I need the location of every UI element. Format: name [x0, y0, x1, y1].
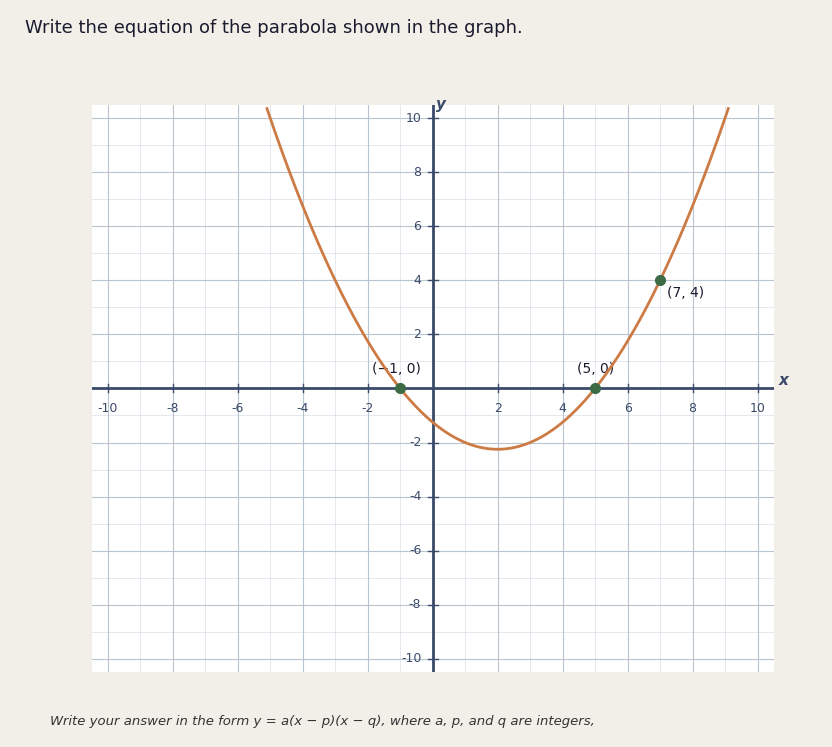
Text: Write your answer in the form y = a(x − p)(x − q), where a, p, and q are integer: Write your answer in the form y = a(x − … — [50, 716, 595, 728]
Text: -8: -8 — [166, 402, 179, 415]
Text: 6: 6 — [624, 402, 631, 415]
Text: Write the equation of the parabola shown in the graph.: Write the equation of the parabola shown… — [25, 19, 522, 37]
Text: -4: -4 — [296, 402, 309, 415]
Text: -2: -2 — [409, 436, 421, 449]
Text: -10: -10 — [97, 402, 118, 415]
Text: -2: -2 — [361, 402, 374, 415]
Text: 2: 2 — [493, 402, 502, 415]
Text: 8: 8 — [414, 166, 421, 179]
Text: 10: 10 — [405, 111, 421, 125]
Text: -6: -6 — [409, 544, 421, 557]
Text: -10: -10 — [401, 652, 421, 666]
Text: 8: 8 — [689, 402, 696, 415]
Text: (7, 4): (7, 4) — [666, 285, 704, 300]
Text: 4: 4 — [414, 274, 421, 287]
Text: 6: 6 — [414, 220, 421, 233]
Text: -4: -4 — [409, 490, 421, 503]
Text: -6: -6 — [231, 402, 244, 415]
Text: 4: 4 — [558, 402, 567, 415]
Text: (5, 0): (5, 0) — [577, 362, 614, 376]
Text: x: x — [779, 373, 789, 388]
Text: 2: 2 — [414, 328, 421, 341]
Text: 10: 10 — [750, 402, 765, 415]
Text: -8: -8 — [409, 598, 421, 611]
Text: y: y — [436, 97, 446, 112]
Text: (−1, 0): (−1, 0) — [373, 362, 421, 376]
